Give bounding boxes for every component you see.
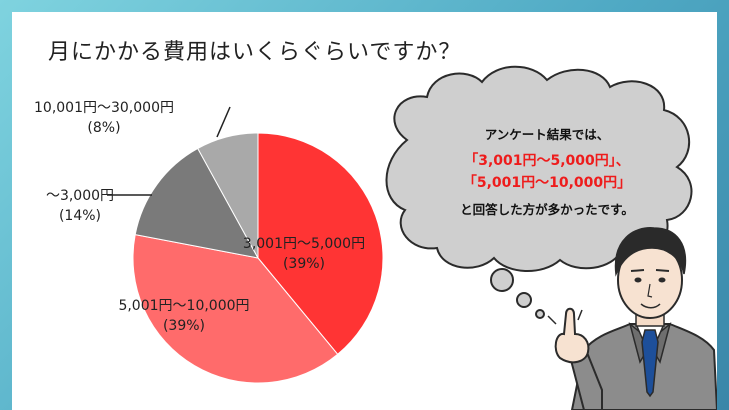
leader-line-10001: [216, 106, 231, 138]
businessman-pointing-icon: [547, 227, 717, 410]
slice-pct-3000: (14%): [59, 208, 101, 224]
content-card: 月にかかる費用はいくらぐらいですか？ 3,001円〜5,000円 (39%) 5…: [12, 12, 717, 410]
thought-bubble: アンケート結果では、 「3,001円〜5,000円」、 「5,001円〜10,0…: [385, 65, 693, 319]
slice-pct-10001-30000: (8%): [87, 120, 120, 136]
slice-label-10001-30000: 10,001円〜30,000円: [34, 100, 174, 116]
bubble-line-3: 「5,001円〜10,000円」: [463, 174, 631, 191]
pie-slice-3001-5000: [257, 132, 384, 356]
bubble-line-1: アンケート結果では、: [485, 127, 610, 142]
slice-label-3001-5000: 3,001円〜5,000円: [243, 236, 365, 252]
slice-pct-3001-5000: (39%): [283, 256, 325, 272]
slice-label-5001-10000: 5,001円〜10,000円: [118, 298, 249, 314]
bubble-cloud: [385, 65, 693, 319]
pie-chart: [132, 132, 384, 384]
page-title: 月にかかる費用はいくらぐらいですか？: [48, 40, 462, 65]
chart-stage: 3,001円〜5,000円 (39%) 5,001円〜10,000円 (39%)…: [34, 65, 717, 410]
slice-label-3000: 〜3,000円: [46, 188, 114, 204]
pie-slice-5001-10000: [132, 233, 339, 384]
slice-pct-5001-10000: (39%): [163, 318, 205, 334]
pie-slice-3000: [134, 147, 259, 259]
bubble-line-2: 「3,001円〜5,000円」、: [464, 152, 630, 169]
bubble-line-4: と回答した方が多かったです。: [460, 202, 634, 217]
pie-slice-10001-30000: [197, 132, 259, 259]
